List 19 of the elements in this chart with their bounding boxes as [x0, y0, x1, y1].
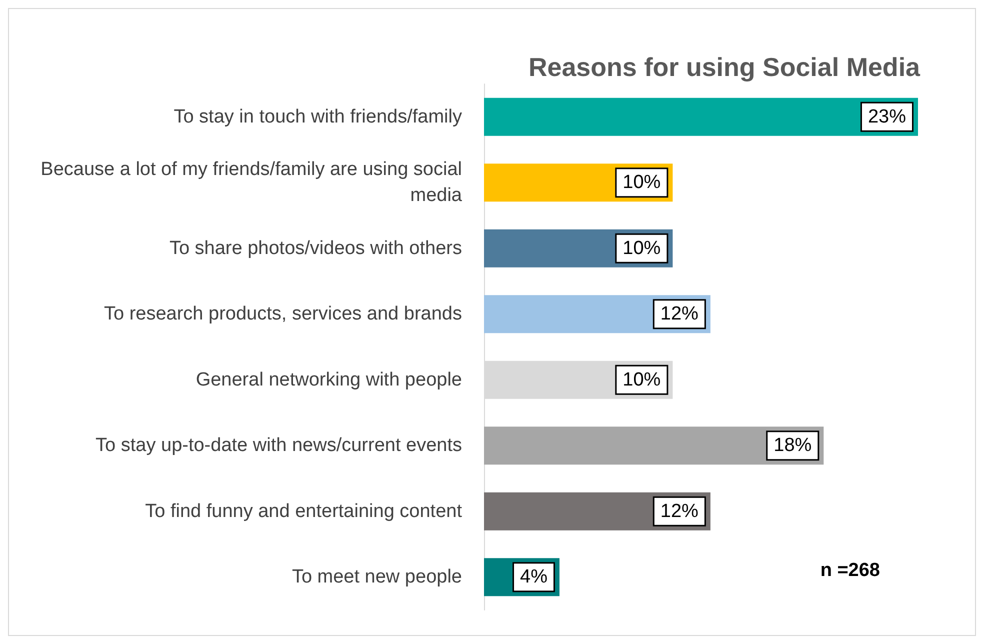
annotation: n =268	[820, 560, 880, 581]
data-label: 23%	[868, 106, 906, 128]
data-label: 4%	[520, 566, 548, 588]
y-tick-label: Because a lot of my friends/family are using social media	[40, 159, 462, 206]
data-label: 18%	[774, 435, 812, 456]
data-label: 10%	[622, 369, 661, 390]
data-label: 12%	[660, 304, 699, 325]
bar	[484, 98, 918, 136]
data-label: 10%	[622, 238, 661, 259]
y-tick-label: To meet new people	[292, 566, 462, 588]
data-label: 12%	[660, 500, 699, 522]
y-tick-label: To research products, services and brands	[104, 304, 462, 325]
chart-title: Reasons for using Social Media	[528, 52, 921, 82]
y-tick-label: To share photos/videos with others	[169, 238, 462, 259]
y-tick-label: General networking with people	[196, 369, 462, 390]
y-tick-label: To find funny and entertaining content	[145, 500, 463, 522]
data-label: 10%	[622, 172, 661, 194]
y-tick-label: To stay up-to-date with news/current events	[96, 435, 462, 456]
y-tick-label: To stay in touch with friends/family	[174, 106, 462, 128]
